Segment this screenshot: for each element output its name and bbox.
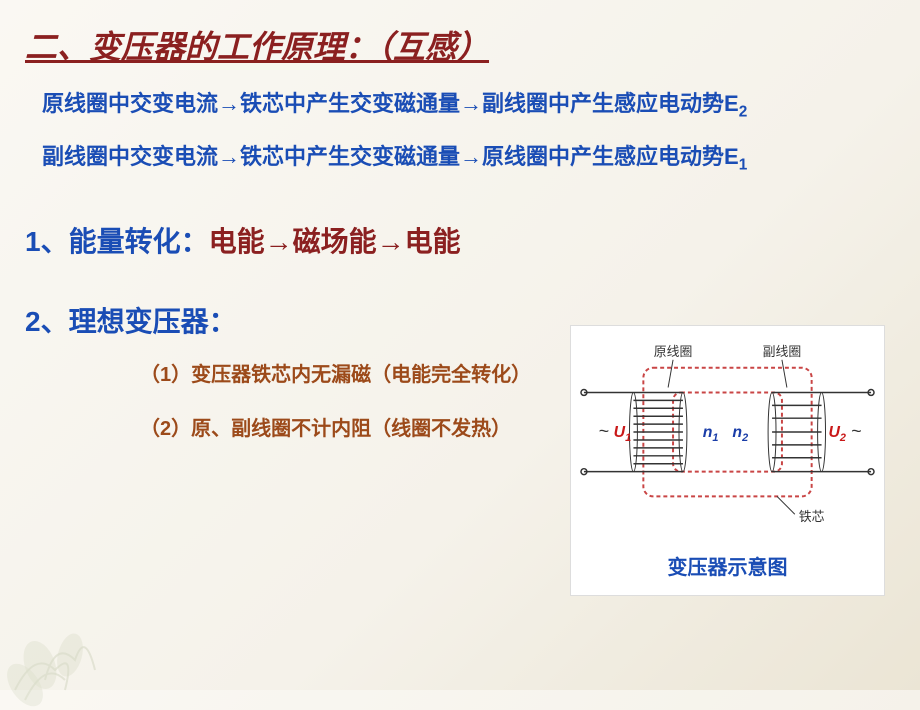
n2-label: n2 [732,424,748,444]
flow-line-1: 原线圈中交变电流→铁芯中产生交变磁通量→副线圈中产生感应电动势E2 [0,68,920,121]
flow1-subscript: 2 [739,103,748,120]
svg-text:~: ~ [599,421,609,441]
section-1-title: 1、能量转化：电能→磁场能→电能 [0,220,920,260]
diagram-title: 变压器示意图 [579,551,876,580]
u1-label: U1 [614,424,632,444]
inner-core [673,392,782,471]
flow2-subscript: 1 [739,157,748,174]
section1-num: 1、能量转化： [25,226,209,257]
flow1-text: 原线圈中交变电流→铁芯中产生交变磁通量→副线圈中产生感应电动势E [42,91,739,116]
secondary-coil-windings [768,392,825,471]
secondary-coil-label: 副线圈 [763,344,802,359]
transformer-svg: 原线圈 副线圈 [579,338,876,536]
u2-label: U2 [828,424,846,444]
floral-decoration [0,510,220,710]
main-heading: 二、变压器的工作原理：（互感） [0,0,920,68]
transformer-diagram: 原线圈 副线圈 [570,325,885,596]
flow2-text: 副线圈中交变电流→铁芯中产生交变磁通量→原线圈中产生感应电动势E [42,144,739,169]
svg-text:~: ~ [851,421,861,441]
n1-label: n1 [703,424,719,444]
flow-line-2: 副线圈中交变电流→铁芯中产生交变磁通量→原线圈中产生感应电动势E1 [0,121,920,174]
section2-num: 2、理想变压器： [25,306,237,337]
core-label: 铁芯 [799,509,825,524]
primary-coil-windings [629,392,686,471]
primary-coil-label: 原线圈 [654,344,693,359]
section1-content: 电能→磁场能→电能 [209,226,461,257]
